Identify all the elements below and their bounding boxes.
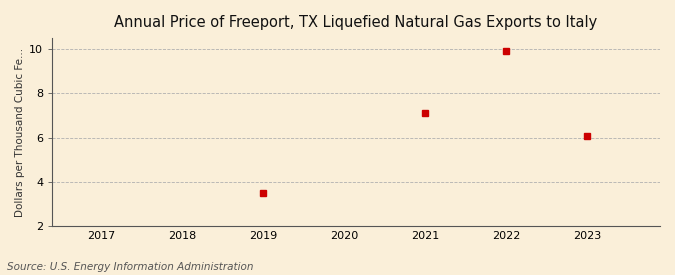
- Text: Source: U.S. Energy Information Administration: Source: U.S. Energy Information Administ…: [7, 262, 253, 272]
- Y-axis label: Dollars per Thousand Cubic Fe...: Dollars per Thousand Cubic Fe...: [15, 47, 25, 216]
- Title: Annual Price of Freeport, TX Liquefied Natural Gas Exports to Italy: Annual Price of Freeport, TX Liquefied N…: [115, 15, 598, 30]
